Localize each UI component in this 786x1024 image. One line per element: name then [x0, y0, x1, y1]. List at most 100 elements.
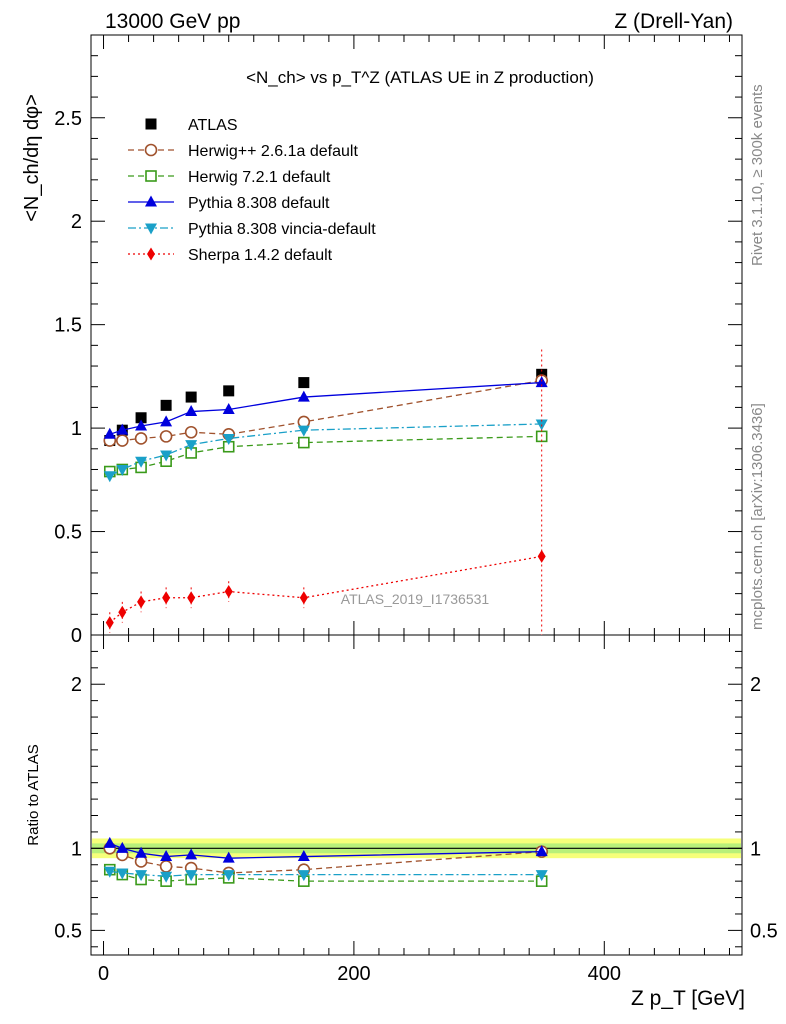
pythia-8-308-vincia-default-ratio-point	[535, 870, 548, 882]
legend-pythia-8-308-vincia-default-marker	[145, 223, 157, 235]
herwig-2-6-1a-default-line	[109, 379, 542, 442]
ratio-y-tick-label-right: 0.5	[750, 920, 778, 942]
x-tick-label: 200	[337, 963, 370, 985]
header-process: Z (Drell-Yan)	[614, 10, 733, 33]
rivet-version-label: Rivet 3.1.10, ≥ 300k events	[749, 84, 766, 266]
pythia-8-308-default-line	[109, 381, 542, 435]
legend-herwig-2-6-1a-default-marker	[144, 143, 158, 157]
ratio-y-tick-label: 2	[71, 674, 82, 696]
legend-herwig-7-2-1-default-label: Herwig 7.2.1 default	[188, 169, 331, 186]
sherpa-1-4-2-default-point	[537, 549, 546, 563]
sherpa-1-4-2-default-point	[299, 591, 308, 605]
atlas-point	[298, 377, 310, 389]
y-tick-label: 0.5	[54, 522, 82, 544]
pythia-8-308-vincia-default-ratio-line	[109, 870, 542, 877]
legend-atlas-label: ATLAS	[188, 117, 238, 134]
pythia-8-308-default-point	[160, 415, 173, 427]
pythia-8-308-vincia-default-point	[297, 425, 310, 437]
pythia-8-308-default-ratio-point	[160, 850, 173, 862]
y-tick-label: 0	[71, 625, 82, 647]
pythia-8-308-vincia-default-line	[109, 423, 542, 477]
herwig-2-6-1a-default-point	[184, 425, 198, 439]
ratio-y-tick-label-right: 1	[750, 838, 761, 860]
pythia-8-308-vincia-default-ratio-point	[103, 866, 116, 878]
legend-pythia-8-308-default-marker	[145, 195, 157, 207]
herwig-2-6-1a-default-point	[134, 432, 148, 445]
legend-pythia-8-308-vincia-default-label: Pythia 8.308 vincia-default	[188, 221, 376, 238]
legend-herwig-2-6-1a-default-label: Herwig++ 2.6.1a default	[188, 143, 358, 160]
legend-sherpa-1-4-2-default-marker	[147, 247, 155, 261]
ratio-plot-frame	[90, 634, 743, 956]
herwig-2-6-1a-default-ratio-point	[159, 860, 173, 873]
mcplots-label: mcplots.cern.ch [arXiv:1306.3436]	[749, 403, 766, 630]
legend-herwig-7-2-1-default-marker	[145, 170, 157, 182]
legend: ATLAS Herwig++ 2.6.1a default Herwig 7.2.1…	[128, 117, 376, 264]
pythia-8-308-vincia-default-point	[135, 456, 148, 468]
pythia-8-308-vincia-default-ratio-point	[297, 870, 310, 882]
herwig-7-2-1-default-point	[298, 436, 310, 449]
atlas-point	[160, 399, 172, 411]
pythia-8-308-vincia-default-point	[185, 440, 198, 452]
pythia-8-308-vincia-default-point	[103, 471, 116, 483]
pythia-8-308-default-point	[222, 402, 235, 414]
pythia-8-308-default-point	[103, 427, 116, 439]
pythia-8-308-default-ratio-point	[135, 846, 148, 858]
ratio-y-tick-label: 0.5	[54, 920, 82, 942]
x-tick-label: 0	[98, 963, 109, 985]
atlas-point	[185, 391, 197, 403]
analysis-label: ATLAS_2019_I1736531	[341, 591, 490, 607]
ratio-uncertainty-band	[91, 838, 742, 859]
legend-sherpa-1-4-2-default-label: Sherpa 1.4.2 default	[188, 247, 333, 264]
pythia-8-308-default-ratio-point	[103, 836, 116, 848]
pythia-8-308-default-ratio-point	[222, 851, 235, 863]
pythia-8-308-default-point	[535, 376, 548, 388]
pythia-8-308-default-ratio-point	[297, 850, 310, 862]
herwig-2-6-1a-default-point	[115, 434, 129, 447]
x-axis-label: Z p_T [GeV]	[631, 987, 745, 1010]
pythia-8-308-default-ratio-point	[535, 845, 548, 857]
herwig-7-2-1-default-line	[109, 435, 542, 473]
main-y-axis-label: <N_ch/dη dφ>	[21, 94, 43, 222]
sherpa-1-4-2-default-point	[137, 595, 146, 609]
pythia-8-308-vincia-default-point	[116, 464, 129, 476]
atlas-point	[223, 385, 235, 397]
pythia-8-308-default-point	[116, 423, 129, 435]
pythia-8-308-vincia-default-ratio-point	[160, 871, 173, 883]
sherpa-1-4-2-default-line	[109, 555, 542, 624]
pythia-8-308-default-ratio-point	[116, 841, 129, 853]
sherpa-1-4-2-default-point	[162, 591, 171, 605]
sherpa-1-4-2-default-point	[105, 616, 114, 630]
chart-title: <N_ch> vs p_T^Z (ATLAS UE in Z productio…	[246, 68, 594, 87]
herwig-7-2-1-default-ratio-line	[109, 869, 542, 882]
y-tick-label: 2	[71, 211, 82, 233]
atlas-point	[135, 412, 147, 424]
legend-pythia-8-308-default-label: Pythia 8.308 default	[188, 195, 330, 212]
herwig-2-6-1a-default-point	[159, 430, 173, 443]
ratio-series-layer	[103, 836, 548, 887]
pythia-8-308-default-point	[297, 390, 310, 402]
sherpa-1-4-2-default-point	[187, 591, 196, 605]
pythia-8-308-vincia-default-ratio-point	[222, 870, 235, 882]
pythia-8-308-vincia-default-ratio-point	[185, 870, 198, 882]
y-tick-label: 2.5	[54, 108, 82, 130]
pythia-8-308-vincia-default-point	[222, 433, 235, 445]
pythia-8-308-vincia-default-ratio-point	[116, 868, 129, 880]
pythia-8-308-vincia-default-ratio-point	[135, 870, 148, 882]
sherpa-1-4-2-default-point	[118, 605, 127, 619]
herwig-2-6-1a-default-ratio-line	[109, 847, 542, 874]
ratio-y-tick-label-right: 2	[750, 674, 761, 696]
axis-ticks: 0 200 400 0 0.5 1 1.5 2 2.5 0.5 0.5 1 1 2 2	[54, 35, 778, 985]
y-tick-label: 1	[71, 418, 82, 440]
pythia-8-308-default-ratio-point	[185, 848, 198, 860]
pythia-8-308-default-point	[185, 405, 198, 417]
header-collision: 13000 GeV pp	[105, 10, 240, 33]
pythia-8-308-vincia-default-point	[160, 450, 173, 462]
legend-atlas-marker	[145, 118, 157, 130]
y-tick-label: 1.5	[54, 315, 82, 337]
ratio-y-tick-label: 1	[71, 838, 82, 860]
pythia-8-308-default-point	[135, 419, 148, 431]
main-series-layer	[103, 349, 548, 635]
sherpa-1-4-2-default-point	[224, 585, 233, 599]
ratio-y-axis-label: Ratio to ATLAS	[25, 744, 42, 845]
